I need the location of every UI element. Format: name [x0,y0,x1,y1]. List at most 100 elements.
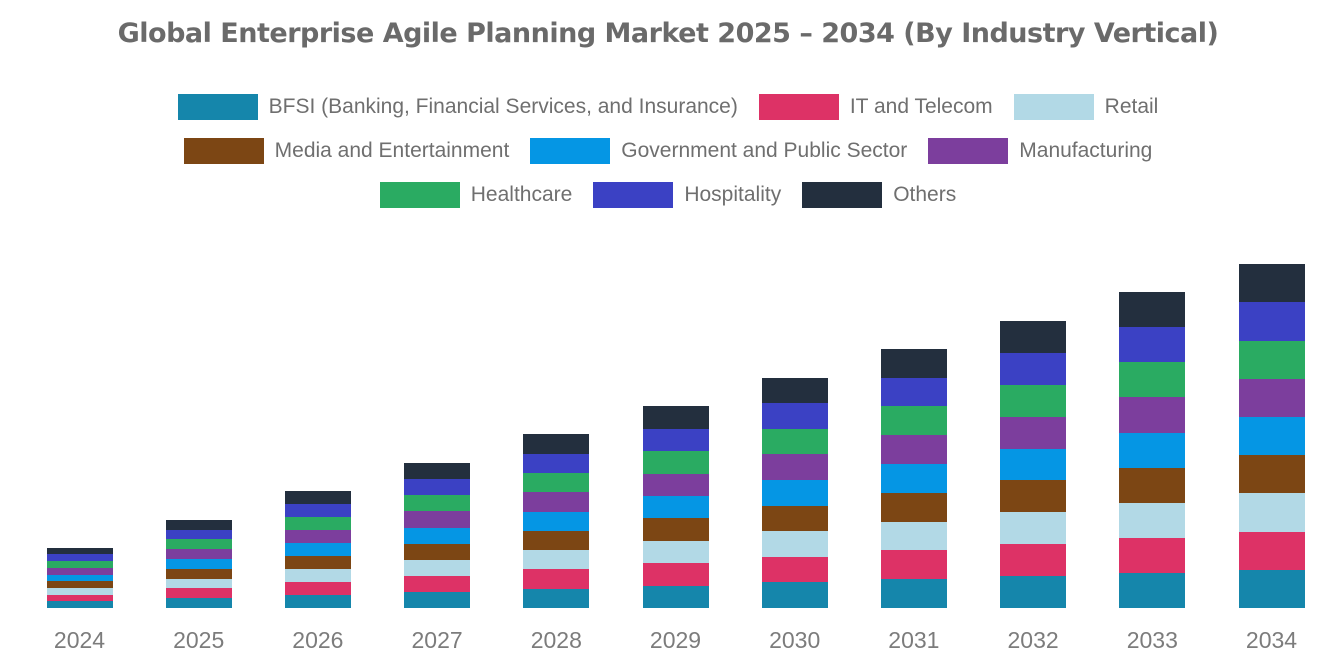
bar-segment-others-2024 [46,547,113,555]
chart-legend: BFSI (Banking, Financial Services, and I… [0,94,1336,208]
legend-label-government-and-public-sector: Government and Public Sector [621,139,908,162]
bar-segment-retail-2025 [165,578,232,589]
bar-2033 [1119,292,1186,608]
bar-segment-media-and-entertainment-2024 [46,581,113,588]
chart-title: Global Enterprise Agile Planning Market … [117,18,1219,49]
bar-segment-government-and-public-sector-2026 [284,543,351,556]
bar-segment-healthcare-2032 [1000,384,1067,417]
bar-segment-healthcare-2029 [642,451,709,474]
legend-swatch-media-and-entertainment [183,138,264,164]
bar-segment-bfsi-2031 [880,579,947,608]
bar-2029 [642,406,709,608]
bar-segment-manufacturing-2030 [761,454,828,481]
bar-segment-others-2034 [1238,264,1305,303]
bar-segment-media-and-entertainment-2028 [523,530,590,551]
bar-segment-government-and-public-sector-2033 [1119,432,1186,468]
bar-segment-it-and-telecom-2034 [1238,531,1305,570]
legend-label-manufacturing: Manufacturing [1019,139,1153,162]
bar-segment-media-and-entertainment-2031 [880,492,947,522]
bar-segment-healthcare-2027 [404,495,471,512]
x-axis-label-2027: 2027 [411,627,463,653]
legend-row-3: Healthcare Hospitality Others [379,182,957,208]
bar-segment-hospitality-2024 [46,554,113,562]
bar-segment-media-and-entertainment-2029 [642,518,709,541]
legend-swatch-it-and-telecom [758,94,839,120]
legend-swatch-bfsi [177,94,258,120]
bar-segment-healthcare-2030 [761,428,828,455]
bar-2028 [523,434,590,608]
bar-segment-it-and-telecom-2025 [165,588,232,599]
bar-segment-retail-2026 [284,569,351,582]
bar-2026 [284,491,351,608]
bar-segment-hospitality-2026 [284,504,351,517]
legend-label-media-and-entertainment: Media and Entertainment [274,139,510,162]
bar-segment-government-and-public-sector-2027 [404,527,471,544]
bar-segment-government-and-public-sector-2030 [761,480,828,506]
bar-segment-bfsi-2032 [1000,576,1067,608]
bar-segment-hospitality-2030 [761,403,828,429]
bar-segment-manufacturing-2033 [1119,397,1186,433]
bar-segment-hospitality-2031 [880,377,947,407]
bar-segment-manufacturing-2031 [880,435,947,464]
legend-label-it-and-telecom: IT and Telecom [849,95,993,118]
x-axis-label-2032: 2032 [1007,627,1059,653]
bar-segment-manufacturing-2026 [284,530,351,543]
legend-item-manufacturing: Manufacturing [928,138,1152,164]
bar-2024 [46,547,113,608]
legend-label-retail: Retail [1104,95,1159,118]
bar-2034 [1238,264,1305,608]
bar-segment-others-2027 [404,463,471,480]
bar-segment-media-and-entertainment-2033 [1119,467,1186,503]
bar-segment-manufacturing-2034 [1238,378,1305,418]
legend-item-healthcare: Healthcare [379,182,572,208]
bar-segment-it-and-telecom-2027 [404,575,471,592]
bar-segment-manufacturing-2025 [165,549,232,559]
legend-swatch-retail [1013,94,1094,120]
bar-segment-it-and-telecom-2029 [642,563,709,586]
bar-segment-healthcare-2028 [523,472,590,493]
bar-segment-manufacturing-2027 [404,511,471,528]
bar-segment-it-and-telecom-2031 [880,550,947,580]
bar-segment-government-and-public-sector-2029 [642,496,709,519]
bar-segment-others-2029 [642,406,709,429]
x-axis-label-2034: 2034 [1245,627,1298,653]
bar-segment-retail-2033 [1119,502,1186,538]
legend-label-hospitality: Hospitality [684,183,782,206]
legend-label-others: Others [893,183,957,206]
bar-segment-retail-2034 [1238,493,1305,532]
bar-segment-bfsi-2025 [165,598,232,608]
bar-segment-manufacturing-2024 [46,567,113,575]
bar-segment-others-2028 [523,434,590,454]
bar-segment-hospitality-2032 [1000,352,1067,385]
bar-segment-bfsi-2027 [404,591,471,608]
bar-segment-media-and-entertainment-2034 [1238,455,1305,494]
bar-2032 [1000,320,1067,608]
bar-segment-bfsi-2024 [46,601,113,608]
bar-segment-hospitality-2027 [404,479,471,496]
bar-segment-government-and-public-sector-2025 [165,559,232,569]
bar-segment-retail-2031 [880,521,947,551]
legend-swatch-others [802,182,883,208]
bar-segment-healthcare-2026 [284,517,351,530]
bar-segment-others-2032 [1000,320,1067,353]
legend-swatch-government-and-public-sector [530,138,611,164]
legend-item-government-and-public-sector: Government and Public Sector [530,138,907,164]
bar-segment-media-and-entertainment-2030 [761,505,828,532]
bar-segment-healthcare-2025 [165,539,232,550]
bar-segment-bfsi-2034 [1238,569,1305,608]
bar-segment-retail-2028 [523,550,590,570]
bar-segment-bfsi-2033 [1119,572,1186,608]
bar-segment-government-and-public-sector-2032 [1000,448,1067,481]
bar-segment-government-and-public-sector-2031 [880,464,947,493]
bar-segment-bfsi-2028 [523,588,590,608]
legend-item-media-and-entertainment: Media and Entertainment [183,138,510,164]
x-axis-label-2031: 2031 [888,627,940,653]
bar-segment-retail-2029 [642,540,709,564]
bar-2027 [404,463,471,608]
bar-segment-it-and-telecom-2032 [1000,544,1067,577]
bar-segment-media-and-entertainment-2032 [1000,480,1067,513]
bar-2025 [165,519,232,608]
bar-segment-healthcare-2024 [46,561,113,568]
bar-segment-others-2025 [165,519,232,530]
